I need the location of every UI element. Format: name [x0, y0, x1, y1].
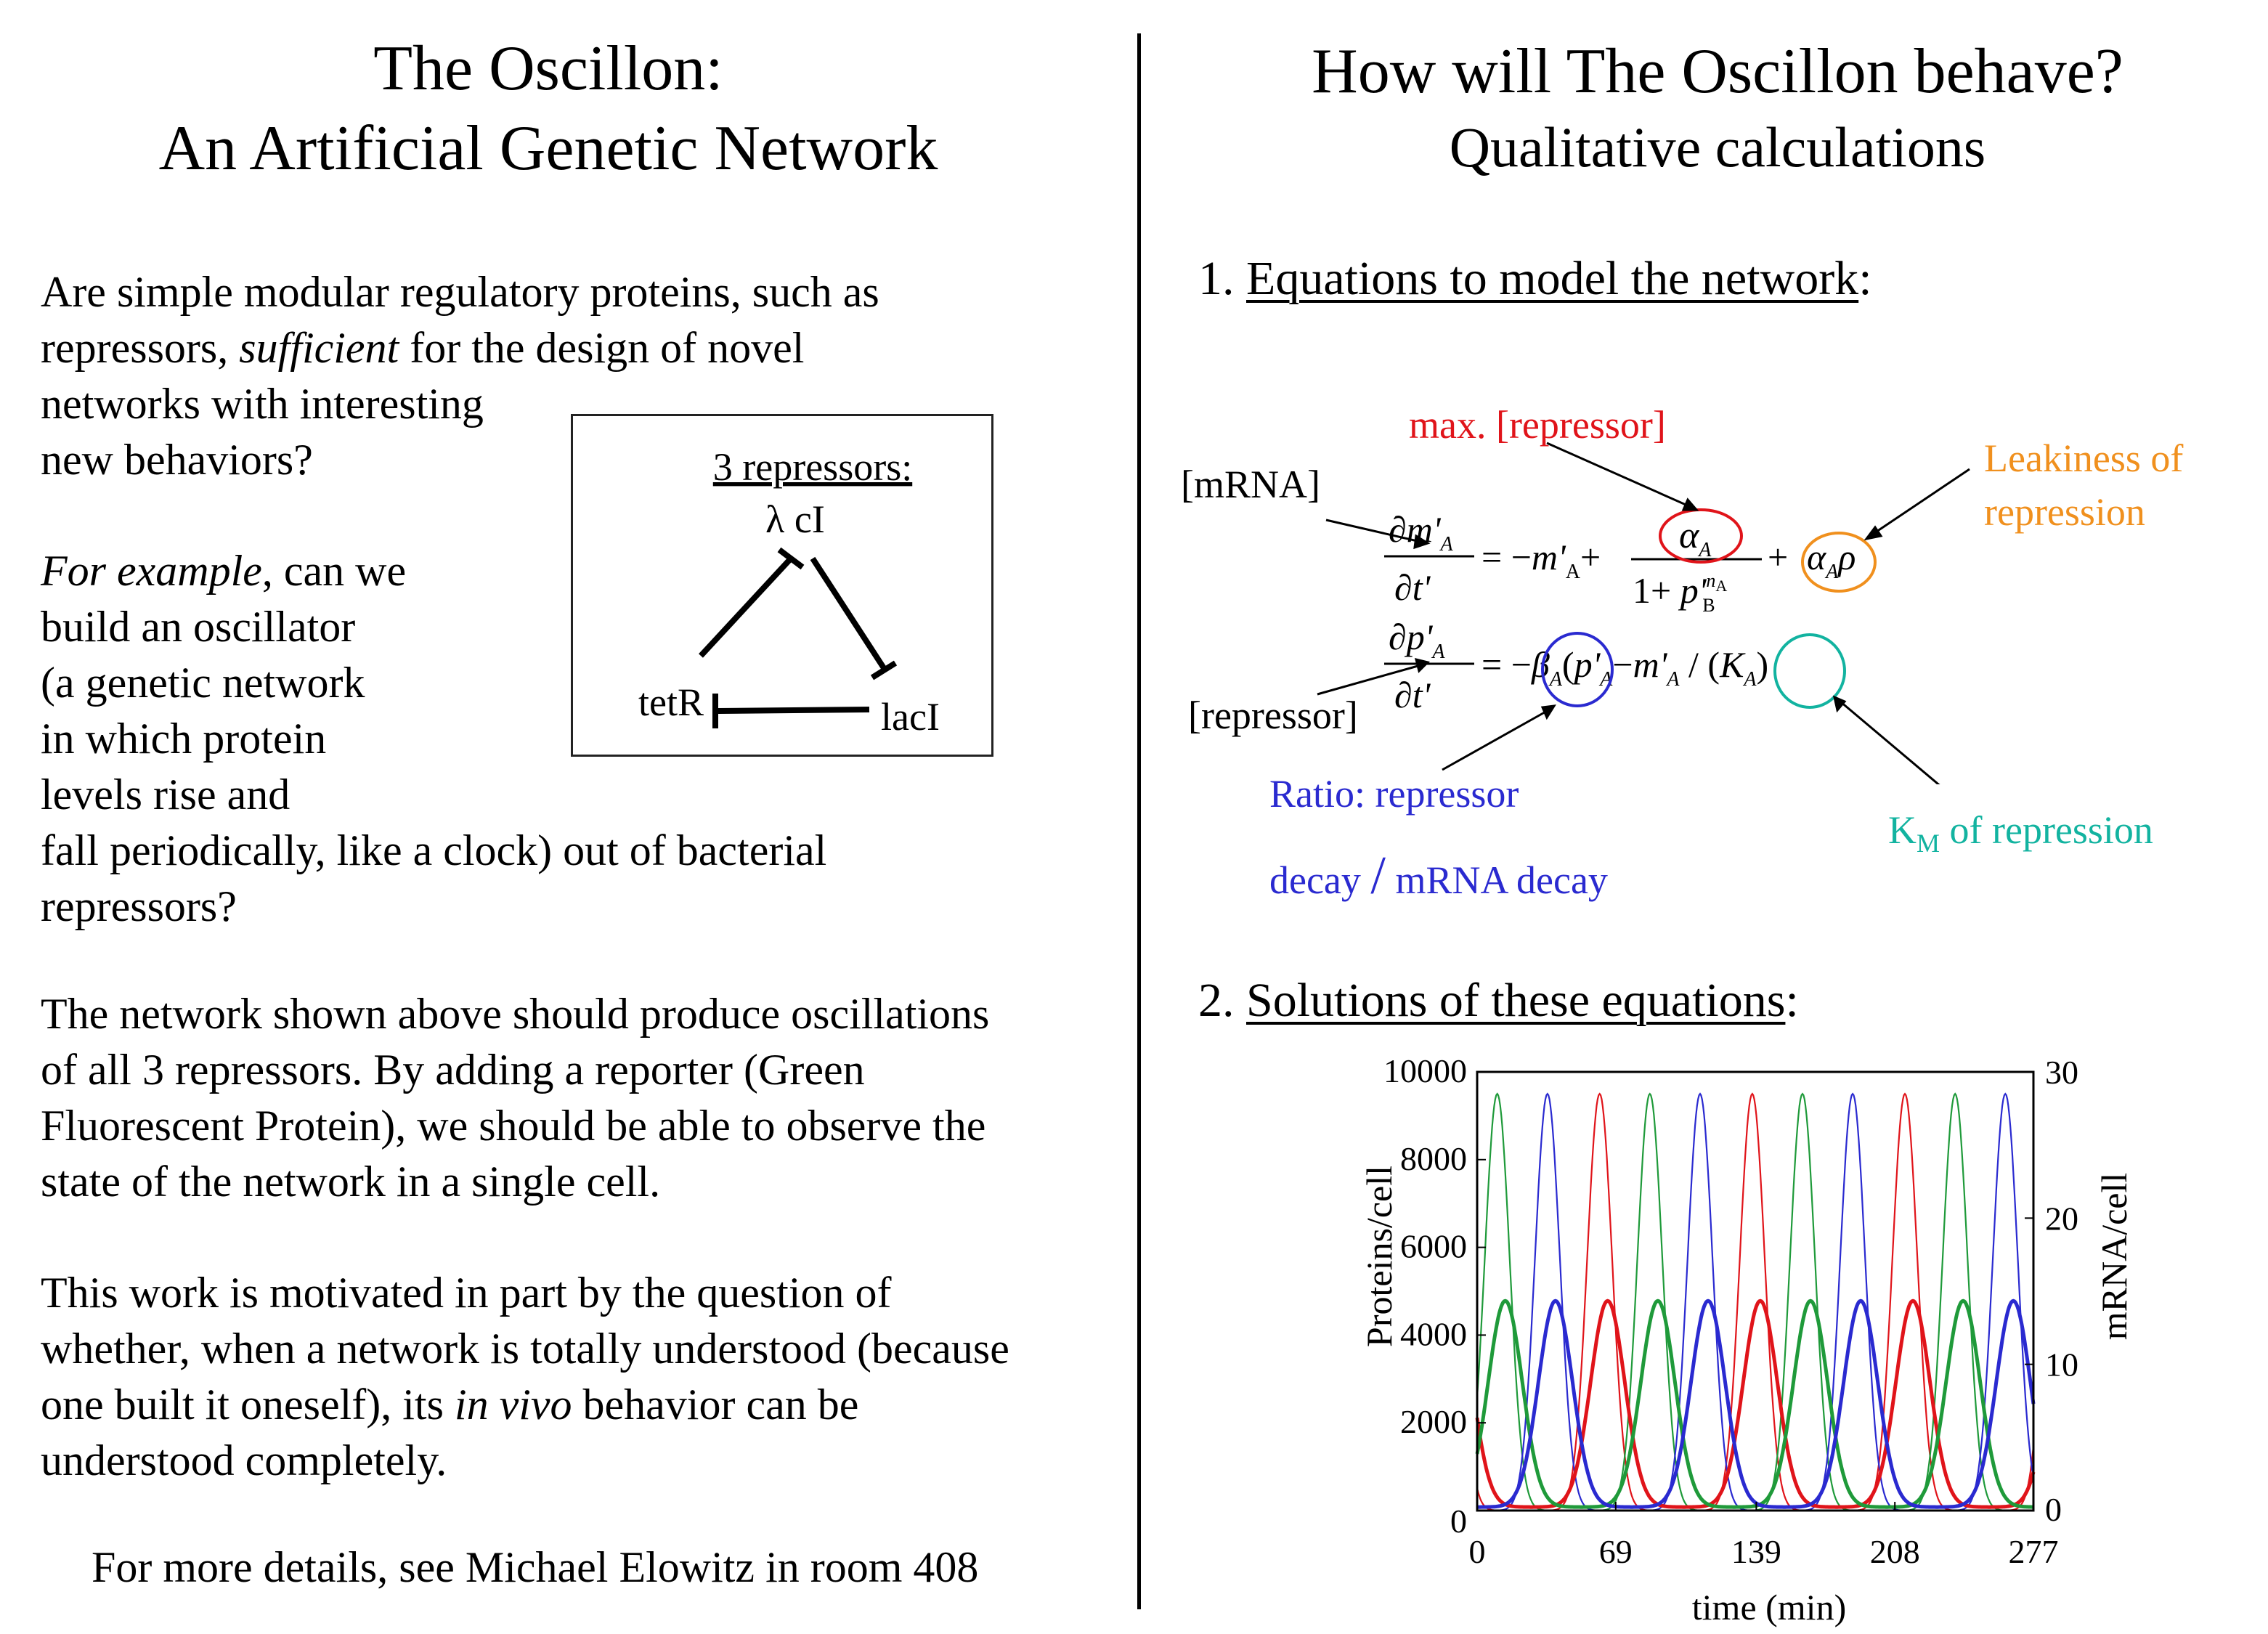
- series-protein-5: [1476, 1298, 2036, 1509]
- y-left-label: Proteins/cell: [1359, 1166, 1399, 1347]
- edge-tetr-to-ci-bar: [777, 547, 805, 570]
- x-tick-label: 69: [1599, 1533, 1633, 1570]
- arrowhead-km: [1832, 695, 1847, 713]
- x-axis-label: time (min): [1692, 1587, 1846, 1627]
- leak-highlight: [1801, 532, 1877, 593]
- eq1-denom2: 1+ p'nA B: [1633, 570, 1727, 616]
- label-km: KM of repression: [1888, 808, 2153, 858]
- y-right-tick-label: 10: [2045, 1346, 2078, 1383]
- series-protein-3: [1475, 1298, 2036, 1509]
- edge-tetr-to-ci: [699, 556, 793, 658]
- diagram-header: 3 repressors:: [713, 445, 912, 489]
- eq1-alpha: αA: [1679, 515, 1712, 561]
- footer-note: For more details, see Michael Elowitz in…: [92, 1543, 979, 1591]
- oscillation-chart: 0 69 139 208 277 0 2000 4000 6000 8000 10000 0 10 20 3…: [1359, 1052, 2134, 1627]
- label-leakiness-1: Leakiness of: [1984, 436, 2184, 480]
- y-left-tick-label: 10000: [1383, 1052, 1467, 1089]
- eq2-denominator: ∂t': [1394, 675, 1431, 715]
- plot-frame: [1476, 1070, 2035, 1512]
- edge-ci-to-laci-bar: [870, 660, 898, 680]
- arrow-leakiness: [1871, 468, 1970, 536]
- y-left-tick-label: 8000: [1400, 1140, 1467, 1177]
- arrowhead-repressor: [1414, 657, 1430, 673]
- arrowhead-leak: [1863, 525, 1883, 541]
- x-tick-label: 139: [1731, 1533, 1781, 1570]
- y-right-tick-label: 20: [2045, 1200, 2078, 1237]
- arrowhead-mrna: [1413, 534, 1431, 550]
- right-title: How will The Oscillon behave?: [1312, 36, 2123, 107]
- p1-line4: new behaviors?: [41, 436, 313, 484]
- series-mrna-2: [1477, 1092, 2035, 1512]
- edge-laci-to-tetr: [718, 707, 870, 714]
- y-left-tick-label: 6000: [1400, 1228, 1467, 1265]
- eq1-denominator: ∂t': [1394, 567, 1431, 608]
- p1-line1: Are simple modular regulatory proteins, …: [41, 268, 879, 316]
- left-title: The Oscillon: An Artificial Genetic Netw…: [44, 29, 1053, 189]
- series-mrna-0: [1476, 1092, 2035, 1512]
- eq2-rhs: = −βA(p'A−m'A / (KA): [1481, 644, 1768, 691]
- chart-ticks-group: 0 69 139 208 277 0 2000 4000 6000 8000 10000 0 10 20 3…: [1383, 1052, 2078, 1570]
- arrow-km: [1840, 700, 1940, 784]
- paragraph-3: The network shown above should produce o…: [41, 990, 990, 1206]
- eq1-numerator: ∂m'A: [1389, 509, 1454, 556]
- column-divider: [1137, 33, 1141, 1609]
- y-right-label: mRNA/cell: [2094, 1173, 2134, 1341]
- paragraph-4: This work is motivated in part by the qu…: [41, 1269, 1009, 1484]
- y-left-tick-label: 0: [1450, 1503, 1467, 1540]
- node-laci: lacI: [881, 695, 940, 739]
- label-max-repressor: max. [repressor]: [1409, 403, 1666, 447]
- repressor-diagram: 3 repressors: λ cI tetR lacI: [571, 414, 993, 757]
- repressor-network-svg: 3 repressors: λ cI tetR lacI: [638, 445, 940, 739]
- model-equations: ∂m'A ∂t' = −m'A+ αA 1+ p'nA B + αAρ ∂p'A …: [1317, 442, 1970, 784]
- chart-series-group: [1475, 1092, 2036, 1512]
- eq2-numerator: ∂p'A: [1389, 617, 1445, 663]
- eq1-plus: +: [1768, 537, 1788, 577]
- y-right-tick-label: 30: [2045, 1054, 2078, 1091]
- arrowhead-max: [1681, 497, 1699, 511]
- alpha-highlight: [1659, 508, 1743, 564]
- arrow-max-repressor: [1546, 442, 1691, 508]
- y-left-tick-label: 4000: [1400, 1315, 1467, 1352]
- eq1-leak: αAρ: [1807, 537, 1856, 583]
- paragraph-2: For example, can we build an oscillator …: [41, 547, 827, 930]
- p1-line3: networks with interesting: [41, 380, 484, 428]
- arrow-ratio: [1442, 709, 1549, 771]
- heading-solutions: 2. Solutions of these equations:: [1198, 974, 1799, 1027]
- heading-equations: 1. Equations to model the network:: [1198, 252, 1872, 305]
- x-tick-label: 208: [1870, 1533, 1920, 1570]
- edge-ci-to-laci: [810, 556, 888, 672]
- arrowhead-ratio: [1540, 704, 1556, 720]
- left-title-line1: The Oscillon:: [373, 33, 723, 104]
- series-protein-4: [1475, 1298, 2033, 1509]
- label-leakiness-2: repression: [1984, 490, 2145, 534]
- y-left-tick-label: 2000: [1400, 1403, 1467, 1440]
- p1-line2: repressors, sufficient for the design of…: [41, 324, 805, 372]
- label-ratio-1: Ratio: repressor: [1269, 772, 1519, 816]
- arrow-mrna: [1325, 519, 1421, 543]
- label-mrna: [mRNA]: [1181, 463, 1320, 506]
- km-highlight: [1773, 633, 1846, 709]
- beta-highlight: [1541, 632, 1614, 707]
- right-subtitle: Qualitative calculations: [1449, 115, 1986, 179]
- label-ratio-2: decay / mRNA decay: [1269, 846, 1608, 906]
- series-mrna-1: [1476, 1092, 2033, 1512]
- left-title-line2: An Artificial Genetic Network: [158, 113, 938, 184]
- y-right-tick-label: 0: [2045, 1491, 2062, 1528]
- paragraph-1: Are simple modular regulatory proteins, …: [41, 264, 879, 488]
- x-tick-label: 277: [2009, 1533, 2059, 1570]
- arrow-repressor: [1317, 664, 1421, 696]
- x-tick-label: 0: [1469, 1533, 1486, 1570]
- eq1-rhs-1: = −m'A+: [1481, 537, 1601, 583]
- node-lambda-ci: λ cI: [765, 497, 825, 541]
- node-tetr: tetR: [638, 680, 704, 724]
- label-repressor: [repressor]: [1188, 694, 1358, 737]
